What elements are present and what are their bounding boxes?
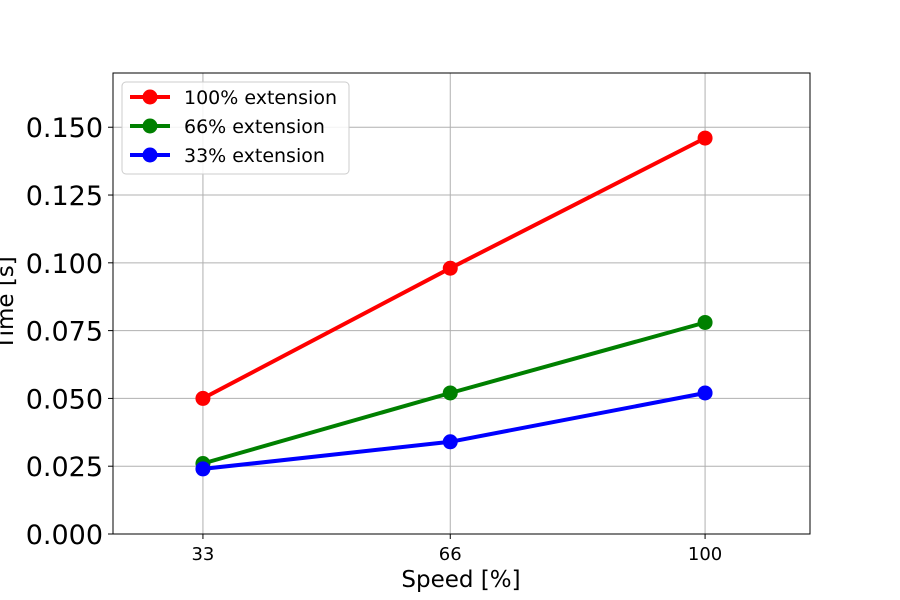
data-point <box>697 130 713 146</box>
legend-label: 100% extension <box>184 87 337 109</box>
x-axis-label: Speed [%] <box>401 567 520 593</box>
legend-label: 66% extension <box>184 116 325 138</box>
legend-box <box>121 81 350 175</box>
y-axis-ticks: 0.000 0.025 0.050 0.075 0.100 0.125 0.150 <box>26 113 113 551</box>
data-point <box>697 385 713 401</box>
y-axis-label: Time [s] <box>0 256 19 351</box>
series-group <box>195 130 713 477</box>
data-point <box>195 461 211 477</box>
y-tick-label: 0.000 <box>26 520 103 551</box>
data-point <box>195 390 211 406</box>
data-point <box>442 260 458 276</box>
y-tick-label: 0.125 <box>26 181 103 212</box>
y-tick-label: 0.025 <box>26 452 103 483</box>
series-2 <box>195 385 713 477</box>
y-tick-label: 0.075 <box>26 317 103 348</box>
x-tick-label: 33 <box>191 544 214 565</box>
legend-swatch-marker <box>142 118 158 134</box>
series-0 <box>195 130 713 406</box>
plot-frame <box>112 72 811 535</box>
y-tick-label: 0.150 <box>26 113 103 144</box>
legend-item: 66% extension <box>130 116 325 138</box>
legend-item: 33% extension <box>130 145 325 167</box>
data-point <box>697 314 713 330</box>
legend-swatch-marker <box>142 147 158 163</box>
x-tick-label: 100 <box>688 544 722 565</box>
legend-item: 100% extension <box>130 87 337 109</box>
x-tick-label: 66 <box>439 544 462 565</box>
legend: 100% extension 66% extension 33% extension <box>121 81 350 175</box>
data-point <box>442 385 458 401</box>
legend-label: 33% extension <box>184 145 325 167</box>
y-tick-label: 0.100 <box>26 249 103 280</box>
x-axis-ticks: 33 66 100 <box>191 534 722 565</box>
legend-swatch-marker <box>142 89 158 105</box>
y-tick-label: 0.050 <box>26 384 103 415</box>
data-point <box>442 434 458 450</box>
